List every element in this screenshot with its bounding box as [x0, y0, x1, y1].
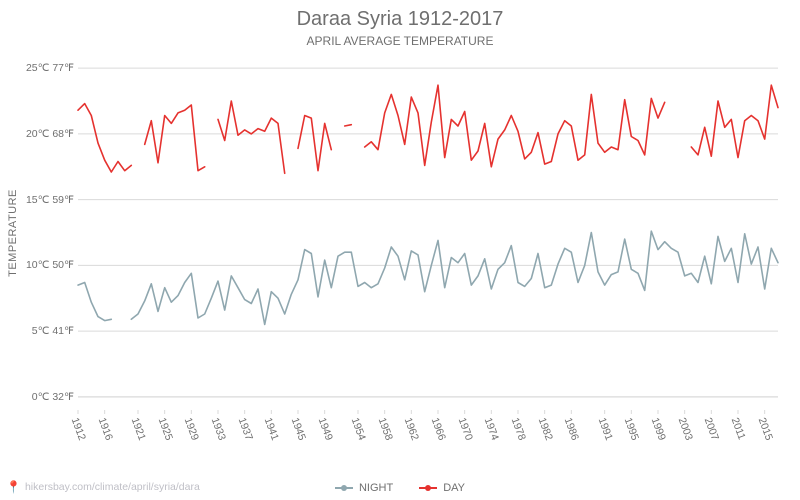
y-tick-label: 10℃ 50℉: [4, 259, 74, 271]
night-line: [78, 283, 111, 321]
legend-label-day: DAY: [443, 482, 465, 494]
y-axis-title: TEMPERATURE: [6, 55, 20, 410]
x-tick-label: 1945: [289, 416, 308, 442]
x-tick-label: 2007: [702, 416, 721, 442]
day-line: [78, 104, 131, 172]
x-tick-label: 1916: [95, 416, 114, 442]
x-tick-label: 1929: [182, 416, 201, 442]
map-pin-icon: 📍: [6, 480, 21, 494]
x-tick-label: 1949: [315, 416, 334, 442]
x-tick-label: 1925: [155, 416, 174, 442]
x-tick-label: 1912: [69, 416, 88, 442]
x-tick-label: 1978: [509, 416, 528, 442]
y-tick-label: 0℃ 32℉: [4, 391, 74, 403]
day-line: [298, 116, 331, 171]
chart-subtitle: APRIL AVERAGE TEMPERATURE: [0, 34, 800, 48]
plot-area: [78, 55, 778, 410]
day-line: [218, 101, 285, 173]
x-tick-label: 2015: [755, 416, 774, 442]
x-tick-label: 1986: [562, 416, 581, 442]
chart-container: Daraa Syria 1912-2017 APRIL AVERAGE TEMP…: [0, 0, 800, 500]
x-tick-label: 1999: [649, 416, 668, 442]
footer-attribution: 📍 hikersbay.com/climate/april/syria/dara: [6, 480, 200, 494]
chart-title: Daraa Syria 1912-2017: [0, 8, 800, 31]
legend-item-night: NIGHT: [335, 482, 393, 494]
x-tick-label: 2003: [675, 416, 694, 442]
legend-label-night: NIGHT: [359, 482, 393, 494]
x-tick-label: 1954: [349, 416, 368, 442]
legend-swatch-night: [335, 484, 353, 492]
x-tick-label: 1982: [535, 416, 554, 442]
x-tick-label: 1933: [209, 416, 228, 442]
x-tick-label: 2011: [729, 416, 748, 441]
x-tick-label: 1958: [375, 416, 394, 442]
y-tick-label: 25℃ 77℉: [4, 62, 74, 74]
y-tick-label: 5℃ 41℉: [4, 325, 74, 337]
legend-swatch-day: [419, 484, 437, 492]
x-tick-label: 1970: [455, 416, 474, 442]
x-tick-label: 1995: [622, 416, 641, 442]
x-tick-label: 1937: [235, 416, 254, 442]
x-tick-label: 1962: [402, 416, 421, 442]
y-tick-label: 20℃ 68℉: [4, 128, 74, 140]
x-tick-label: 1991: [595, 416, 614, 442]
legend-item-day: DAY: [419, 482, 465, 494]
day-line: [691, 85, 778, 157]
night-line: [131, 231, 778, 324]
x-tick-label: 1921: [129, 416, 148, 442]
day-line: [345, 125, 352, 126]
footer-url: hikersbay.com/climate/april/syria/dara: [25, 481, 200, 493]
day-line: [365, 85, 665, 167]
x-tick-label: 1966: [429, 416, 448, 442]
x-tick-label: 1941: [262, 416, 281, 442]
day-line: [145, 105, 205, 171]
y-tick-label: 15℃ 59℉: [4, 194, 74, 206]
x-tick-label: 1974: [482, 416, 501, 442]
plot-svg: [78, 55, 778, 410]
